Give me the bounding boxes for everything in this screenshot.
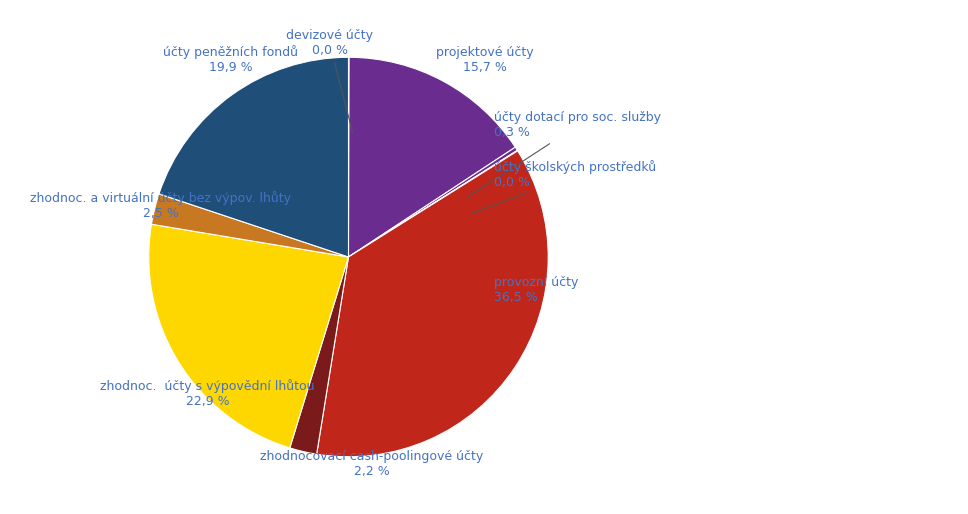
Text: zhodnocovací cash-poolingové účty
2,2 %: zhodnocovací cash-poolingové účty 2,2 % — [260, 450, 484, 478]
Text: účty dotací pro soc. služby
0,3 %: účty dotací pro soc. služby 0,3 % — [469, 112, 661, 197]
Text: účty peněžních fondů
19,9 %: účty peněžních fondů 19,9 % — [164, 45, 298, 74]
Wedge shape — [348, 147, 517, 257]
Wedge shape — [289, 257, 348, 454]
Wedge shape — [317, 151, 548, 457]
Text: devizové účty
0,0 %: devizové účty 0,0 % — [287, 29, 374, 132]
Wedge shape — [149, 224, 348, 448]
Text: zhodnoc.  účty s výpovědní lhůtou
22,9 %: zhodnoc. účty s výpovědní lhůtou 22,9 % — [101, 379, 315, 408]
Text: zhodnoc. a virtuální účty bez výpov. lhůty
2,5 %: zhodnoc. a virtuální účty bez výpov. lhů… — [30, 191, 291, 220]
Text: projektové účty
15,7 %: projektové účty 15,7 % — [436, 46, 533, 74]
Wedge shape — [159, 57, 348, 257]
Wedge shape — [348, 57, 515, 257]
Text: účty školských prostředků
0,0 %: účty školských prostředků 0,0 % — [470, 160, 656, 214]
Text: provozní účty
36,5 %: provozní účty 36,5 % — [494, 276, 579, 304]
Wedge shape — [151, 194, 348, 257]
Wedge shape — [348, 150, 518, 257]
